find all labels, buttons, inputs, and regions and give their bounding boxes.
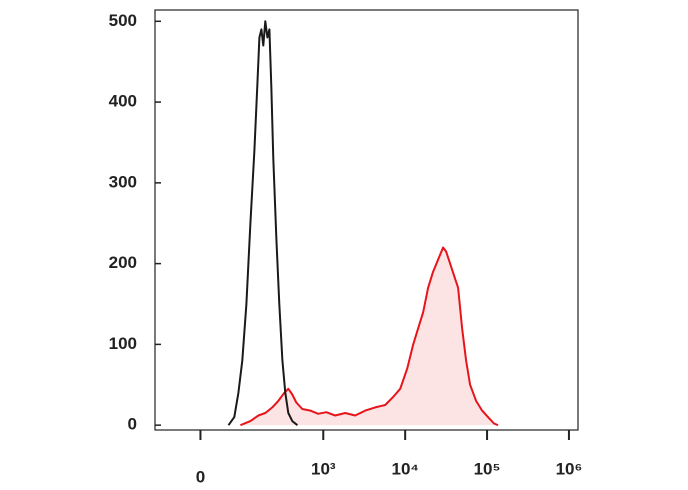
line [227,20,299,426]
y-tick-label: 0 [128,415,137,434]
x-tick-label: 0 [196,467,205,486]
x-tick-label: 10⁴ [392,459,419,478]
line [240,246,499,427]
x-tick-label: 10³ [311,459,336,478]
y-tick-label: 200 [109,253,137,272]
y-tick-label: 100 [109,334,137,353]
plot-frame [154,9,579,431]
area [240,247,499,426]
x-tick-label: 10⁵ [474,459,501,478]
y-tick-label: 300 [109,172,137,191]
y-tick-label: 400 [109,92,137,111]
x-tick-label: 10⁶ [556,459,583,478]
y-tick-label: 500 [109,11,137,30]
